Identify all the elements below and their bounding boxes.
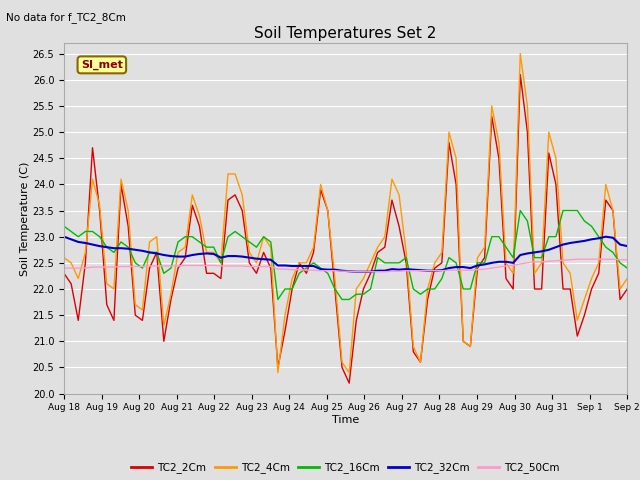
TC2_16Cm — [403, 255, 410, 261]
TC2_16Cm — [317, 265, 324, 271]
TC2_50Cm — [431, 268, 438, 274]
TC2_50Cm — [403, 268, 410, 274]
TC2_32Cm — [60, 234, 68, 240]
TC2_4Cm — [623, 276, 631, 281]
X-axis label: Time: Time — [332, 415, 359, 425]
TC2_2Cm — [431, 265, 438, 271]
TC2_2Cm — [573, 333, 581, 339]
Legend: TC2_2Cm, TC2_4Cm, TC2_16Cm, TC2_32Cm, TC2_50Cm: TC2_2Cm, TC2_4Cm, TC2_16Cm, TC2_32Cm, TC… — [127, 458, 564, 478]
TC2_2Cm — [410, 349, 417, 355]
TC2_16Cm — [274, 297, 282, 302]
TC2_2Cm — [346, 380, 353, 386]
Line: TC2_4Cm: TC2_4Cm — [64, 54, 627, 372]
TC2_4Cm — [274, 370, 282, 375]
TC2_4Cm — [403, 250, 410, 255]
TC2_32Cm — [452, 264, 460, 270]
TC2_4Cm — [516, 51, 524, 57]
TC2_32Cm — [353, 269, 360, 275]
TC2_2Cm — [623, 286, 631, 292]
TC2_50Cm — [353, 269, 360, 275]
TC2_2Cm — [60, 270, 68, 276]
TC2_16Cm — [410, 286, 417, 292]
TC2_16Cm — [452, 260, 460, 266]
TC2_32Cm — [410, 267, 417, 273]
TC2_32Cm — [566, 240, 574, 246]
TC2_2Cm — [516, 72, 524, 77]
TC2_50Cm — [623, 257, 631, 263]
Text: No data for f_TC2_8Cm: No data for f_TC2_8Cm — [6, 12, 126, 23]
TC2_2Cm — [452, 181, 460, 187]
TC2_32Cm — [623, 243, 631, 249]
Line: TC2_16Cm: TC2_16Cm — [64, 211, 627, 300]
TC2_32Cm — [403, 266, 410, 272]
TC2_4Cm — [573, 317, 581, 323]
TC2_50Cm — [410, 268, 417, 274]
Line: TC2_2Cm: TC2_2Cm — [64, 74, 627, 383]
Text: SI_met: SI_met — [81, 60, 123, 70]
TC2_50Cm — [573, 256, 581, 262]
TC2_2Cm — [403, 260, 410, 266]
TC2_50Cm — [310, 267, 317, 273]
TC2_4Cm — [410, 344, 417, 349]
TC2_50Cm — [60, 265, 68, 271]
TC2_16Cm — [623, 265, 631, 271]
Title: Soil Temperatures Set 2: Soil Temperatures Set 2 — [255, 25, 436, 41]
TC2_2Cm — [310, 250, 317, 255]
TC2_16Cm — [516, 208, 524, 214]
TC2_4Cm — [317, 181, 324, 187]
TC2_32Cm — [431, 268, 438, 274]
TC2_16Cm — [431, 286, 438, 292]
Y-axis label: Soil Temperature (C): Soil Temperature (C) — [20, 161, 29, 276]
TC2_50Cm — [566, 257, 574, 263]
TC2_16Cm — [573, 208, 581, 214]
Line: TC2_50Cm: TC2_50Cm — [64, 259, 627, 272]
TC2_4Cm — [431, 260, 438, 266]
TC2_16Cm — [60, 223, 68, 229]
TC2_32Cm — [310, 263, 317, 269]
Line: TC2_32Cm: TC2_32Cm — [64, 237, 627, 272]
TC2_4Cm — [452, 156, 460, 161]
TC2_4Cm — [60, 255, 68, 261]
TC2_50Cm — [452, 267, 460, 273]
